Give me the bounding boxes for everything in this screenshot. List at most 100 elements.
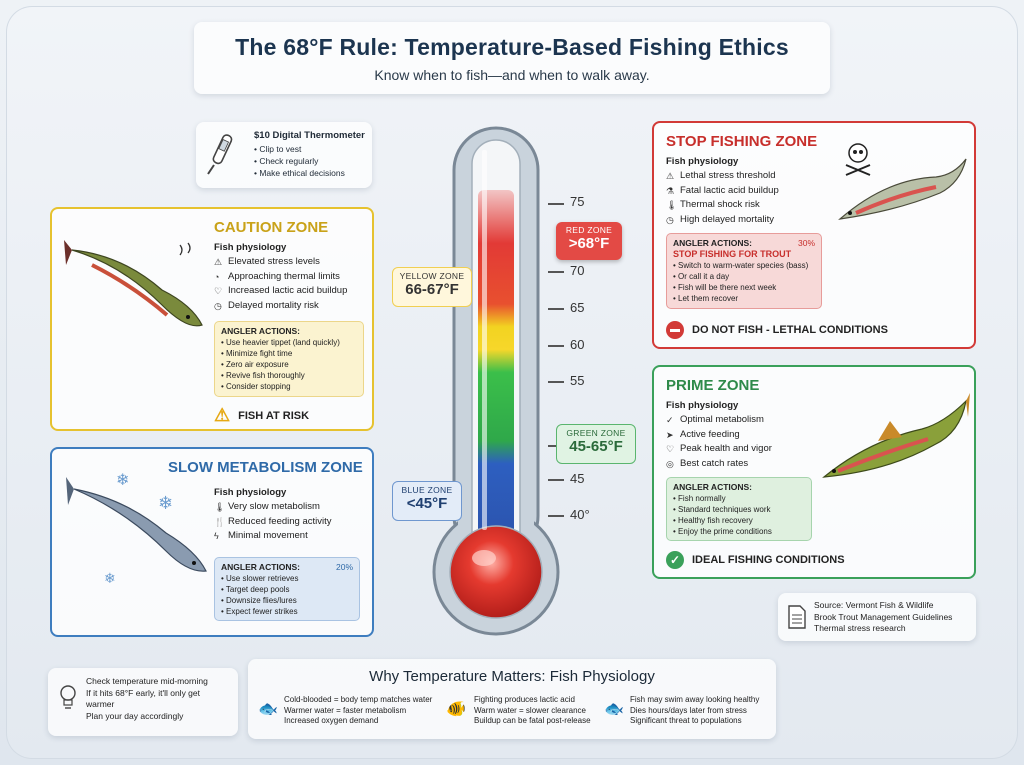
list-item: • Fish normally	[673, 494, 726, 503]
tip-list: • Clip to vest • Check regularly • Make …	[254, 143, 345, 179]
list-item: • Downsize flies/lures	[221, 596, 297, 605]
scale-tick	[548, 308, 564, 310]
list-item: ◷ High delayed mortality	[666, 213, 779, 228]
scale-label-70: 70	[570, 263, 585, 278]
list-item: • Revive fish thoroughly	[221, 371, 305, 380]
heart-icon: ♡	[666, 444, 675, 454]
list-item: • Healthy fish recovery	[673, 516, 753, 525]
warning-icon: ⚠	[214, 405, 231, 425]
tip-item: • Check regularly	[254, 156, 319, 166]
slow-zone-title: SLOW METABOLISM ZONE	[168, 459, 363, 476]
caution-zone-card: CAUTION ZONE Fish physiology ⚠ Elevated s…	[50, 207, 374, 431]
list-item: ⚠ Elevated stress levels	[214, 255, 347, 270]
list-item: • Expect fewer strikes	[221, 607, 298, 616]
tip-title: $10 Digital Thermometer	[254, 130, 365, 141]
target-icon: ◎	[666, 458, 674, 469]
prime-physiology-label: Fish physiology	[666, 400, 739, 411]
prime-physiology-list: ✓ Optimal metabolism ➤ Active feeding ♡ Pea…	[666, 413, 772, 471]
prime-actions-list: • Fish normally • Standard techniques wo…	[673, 493, 805, 537]
page-title: The 68°F Rule: Temperature-Based Fishing…	[235, 34, 789, 60]
why-column-2: Fighting produces lactic acid Warm water …	[474, 695, 591, 725]
caution-physiology-label: Fish physiology	[214, 242, 287, 253]
slow-actions-box: ANGLER ACTIONS: 20% • Use slower retriev…	[214, 557, 360, 621]
skull-and-fish-icon	[838, 143, 967, 220]
source-text: Source: Vermont Fish & Wildlife Brook Tr…	[814, 600, 953, 633]
stop-actions-percent: 30%	[797, 238, 815, 248]
stop-physiology-list: ⚠ Lethal stress threshold ⚗ Fatal lactic a…	[666, 169, 779, 227]
list-item: • Minimize fight time	[221, 349, 293, 358]
list-item: • Switch to warm-water species (bass)	[673, 261, 809, 270]
slow-physiology-list: 🌡 Very slow metabolism 🍴 Reduced feeding a…	[214, 500, 332, 544]
lightbulb-icon	[60, 685, 76, 709]
thermometer: 75 70 65 60 55 45 40°	[430, 110, 600, 650]
scale-label-40: 40°	[570, 507, 590, 522]
morning-tip-card: Check temperature mid-morning If it hits…	[48, 668, 238, 736]
slow-actions-label: ANGLER ACTIONS:	[221, 562, 301, 572]
caution-zone-title: CAUTION ZONE	[214, 219, 329, 236]
why-temperature-panel: Why Temperature Matters: Fish Physiology…	[248, 659, 776, 739]
fork-icon: 🍴	[214, 516, 226, 527]
scale-label-65: 65	[570, 300, 585, 315]
stressed-trout-icon	[64, 240, 203, 327]
thermometer-tip-card: $10 Digital Thermometer • Clip to vest •…	[196, 122, 372, 188]
healthy-trout-icon	[822, 393, 970, 478]
stop-actions-box: ANGLER ACTIONS: 30% STOP FISHING FOR TRO…	[666, 233, 822, 309]
clock-icon: ◷	[666, 214, 674, 225]
caution-physiology-list: ⚠ Elevated stress levels ◔ Approaching the…	[214, 255, 347, 313]
green-zone-label: GREEN ZONE 45-65°F	[556, 424, 636, 464]
prime-zone-title: PRIME ZONE	[666, 377, 760, 394]
scale-tick	[548, 345, 564, 347]
stop-actions-list: • Switch to warm-water species (bass) • …	[673, 260, 815, 304]
list-item: ◷ Delayed mortality risk	[214, 299, 347, 314]
thermometer-icon: 🌡	[666, 200, 678, 210]
tip-item: • Make ethical decisions	[254, 168, 345, 178]
stop-physiology-label: Fish physiology	[666, 156, 739, 167]
slow-physiology-label: Fish physiology	[214, 487, 287, 498]
stop-footer: DO NOT FISH - LETHAL CONDITIONS	[666, 321, 888, 339]
gauge-icon: ◔	[214, 271, 220, 282]
list-item: • Use slower retrieves	[221, 574, 299, 583]
prime-actions-box: ANGLER ACTIONS: • Fish normally • Standa…	[666, 477, 812, 541]
scale-tick	[548, 381, 564, 383]
list-item: ϟ Minimal movement	[214, 529, 332, 544]
list-item: ◔ Approaching thermal limits	[214, 270, 347, 285]
yellow-zone-label: YELLOW ZONE 66-67°F	[392, 267, 472, 307]
check-circle-icon: ✓	[666, 551, 684, 569]
scale-label-60: 60	[570, 337, 585, 352]
thermometer-graphic	[432, 126, 560, 636]
slow-actions-list: • Use slower retrieves • Target deep poo…	[221, 573, 353, 617]
list-item: • Zero air exposure	[221, 360, 289, 369]
warning-icon: ⚠	[666, 171, 675, 181]
list-item: • Or call it a day	[673, 272, 730, 281]
list-item: • Fish will be there next week	[673, 283, 777, 292]
fish-icon: 🐟	[258, 701, 278, 718]
svg-text:❄: ❄	[104, 570, 116, 586]
list-item: • Consider stopping	[221, 382, 291, 391]
prime-actions-label: ANGLER ACTIONS:	[673, 482, 753, 492]
check-circle-icon: ✓	[666, 415, 674, 425]
list-item: ✓ Optimal metabolism	[666, 413, 772, 428]
scale-tick	[548, 479, 564, 481]
caution-actions-list: • Use heavier tippet (land quickly) • Mi…	[221, 337, 357, 392]
list-item: ⚗ Fatal lactic acid buildup	[666, 184, 779, 199]
page-subtitle: Know when to fish—and when to walk away.	[374, 67, 650, 83]
list-item: 🍴 Reduced feeding activity	[214, 515, 332, 530]
flask-icon: ⚗	[666, 185, 675, 196]
morning-tip-text: Check temperature mid-morning If it hits…	[86, 676, 208, 721]
blue-zone-label: BLUE ZONE <45°F	[392, 481, 462, 521]
list-item: ♡ Peak health and vigor	[666, 442, 772, 457]
stop-actions-label: ANGLER ACTIONS:	[673, 238, 753, 248]
scale-tick	[548, 271, 564, 273]
caution-actions-box: ANGLER ACTIONS: • Use heavier tippet (la…	[214, 321, 364, 397]
red-zone-label: RED ZONE >68°F	[556, 222, 622, 260]
why-title: Why Temperature Matters: Fish Physiology	[369, 668, 655, 685]
fish-population-icon: 🐟	[604, 701, 624, 718]
list-item: ♡ Increased lactic acid buildup	[214, 284, 347, 299]
slow-actions-percent: 20%	[335, 562, 353, 572]
fish-stress-icon: 🐠	[446, 701, 466, 718]
no-entry-icon	[666, 321, 684, 339]
list-item: • Use heavier tippet (land quickly)	[221, 338, 340, 347]
tip-item: • Clip to vest	[254, 144, 302, 154]
arrow-icon: ➤	[666, 429, 674, 440]
scale-label-55: 55	[570, 373, 585, 388]
